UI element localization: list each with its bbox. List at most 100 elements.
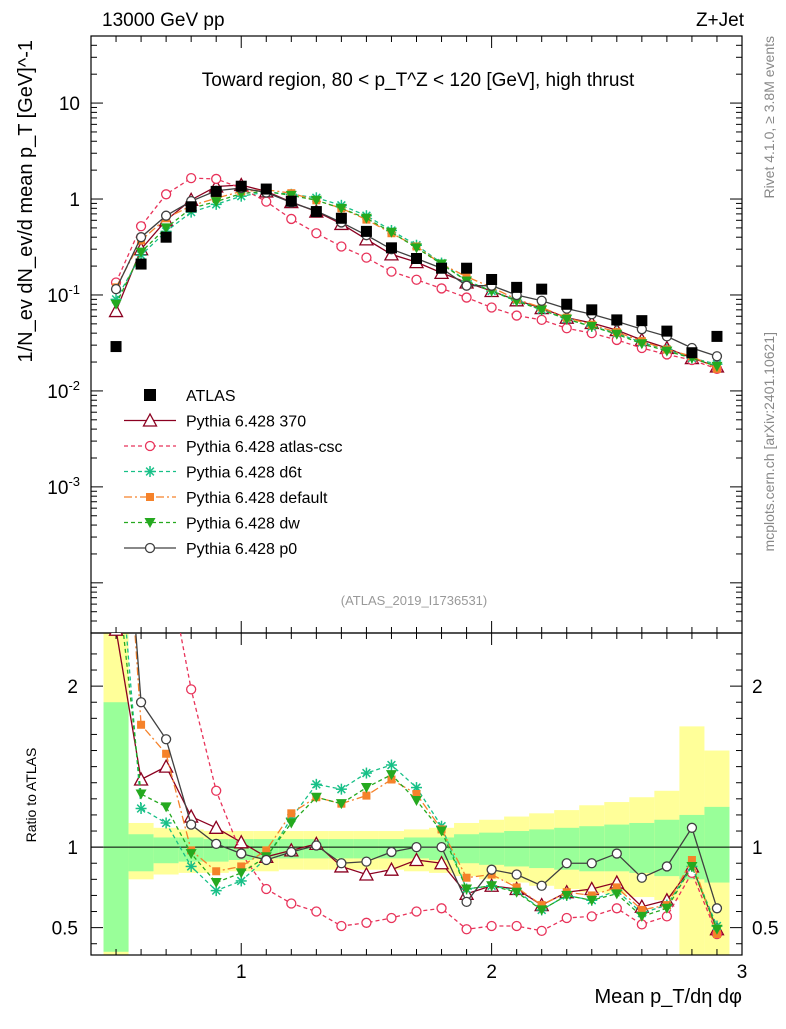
ratio-point (461, 896, 472, 908)
ratio-point (711, 924, 723, 935)
series-point (536, 305, 548, 316)
ratio-point (310, 778, 322, 790)
ratio-point (237, 862, 246, 871)
ratio-point (135, 802, 147, 814)
ratio-point (536, 905, 548, 916)
series-point (436, 283, 447, 294)
ratio-point (162, 749, 171, 758)
ratio-point (361, 856, 372, 867)
ratio-point (160, 734, 172, 745)
ratio-point (285, 818, 297, 829)
data-point (511, 281, 523, 293)
ratio-point (611, 889, 623, 900)
x-tick-label: 1 (236, 962, 247, 983)
series-point (561, 323, 572, 334)
ratio-point (112, 263, 121, 272)
ratio-point (235, 868, 247, 879)
ratio-point (486, 864, 497, 875)
data-point (536, 283, 548, 295)
ratio-point (611, 848, 622, 859)
ratio-y-label: Ratio to ATLAS (23, 748, 39, 843)
data-point (310, 206, 322, 218)
series-point (461, 292, 472, 303)
data-point (611, 314, 623, 326)
ratio-point (185, 849, 197, 860)
ratio-point (411, 906, 422, 917)
ratio-series-5 (112, 368, 723, 914)
star-stroke (112, 505, 120, 513)
ratio-point (185, 860, 197, 872)
legend-label: Pythia 6.428 default (186, 490, 328, 507)
series-point (385, 227, 397, 238)
star-stroke (186, 862, 196, 871)
ratio-point (310, 792, 322, 803)
ratio-point (561, 858, 572, 869)
ratio-point (586, 895, 598, 906)
ratio-point (208, 819, 224, 834)
ratio-point (436, 841, 447, 853)
series-point (360, 213, 372, 224)
ratio-point (235, 875, 247, 887)
series-point (536, 314, 547, 326)
y-axis-label: 1/N_ev dN_ev/d mean p_T [GeV]^-1 (15, 40, 37, 363)
data-point (661, 325, 673, 337)
ratio-point (137, 720, 146, 729)
stat-uncertainty-bin (704, 806, 730, 883)
ratio-point (511, 887, 523, 898)
ratio-y-tick-label: 1 (67, 838, 78, 859)
ratio-point (385, 770, 397, 781)
legend-label-atlas: ATLAS (186, 388, 236, 405)
legend-marker-atlas (144, 389, 156, 401)
data-point (210, 185, 222, 197)
ratio-point (311, 906, 322, 917)
ratio-point (561, 912, 572, 924)
ratio-point (512, 883, 521, 892)
series-point (108, 303, 124, 318)
ratio-point (586, 911, 597, 922)
series-1 (110, 173, 723, 374)
legend-marker (146, 493, 154, 501)
ratio-point (211, 838, 222, 850)
ratio-point (661, 903, 673, 914)
star-stroke (112, 505, 120, 513)
ratio-point (358, 866, 375, 881)
ratio-point (135, 789, 147, 800)
legend-label: Pythia 6.428 atlas-csc (186, 439, 343, 456)
ratio-point (486, 881, 498, 892)
ratio-point (686, 822, 698, 833)
series-point (561, 314, 573, 325)
series-point (636, 339, 648, 350)
ratio-y-tick-label-right: 1 (752, 838, 763, 859)
ratio-point (287, 809, 296, 818)
ratio-point (261, 883, 272, 895)
ratio-point (211, 785, 222, 796)
series-point (310, 195, 322, 206)
ratio-point (112, 368, 121, 377)
ratio-y-tick-label-right: 2 (752, 677, 763, 698)
series-point (335, 203, 347, 214)
series-point (135, 221, 147, 232)
legend-label: Pythia 6.428 370 (186, 414, 306, 431)
stat-uncertainty-bin (328, 839, 354, 859)
series-point (661, 346, 673, 357)
data-point (110, 341, 122, 353)
ratio-point (336, 858, 347, 869)
ratio-point (486, 920, 497, 932)
y-tick-base: 10 (47, 382, 68, 403)
data-point (235, 180, 247, 192)
ratio-point (412, 790, 421, 798)
plot-title: Toward region, 80 < p_T^Z < 120 [GeV], h… (202, 70, 635, 91)
ratio-point (212, 867, 221, 876)
ratio-point (411, 841, 422, 853)
series-point (160, 223, 172, 234)
ratio-point (383, 861, 400, 876)
legend-marker (142, 412, 158, 427)
ratio-point (236, 848, 247, 859)
x-tick-label: 2 (486, 962, 497, 983)
ratio-point (433, 855, 450, 870)
legend-marker (144, 518, 156, 528)
ratio-point (335, 799, 347, 810)
stat-uncertainty-bin (504, 831, 530, 867)
series-line (115, 177, 718, 370)
